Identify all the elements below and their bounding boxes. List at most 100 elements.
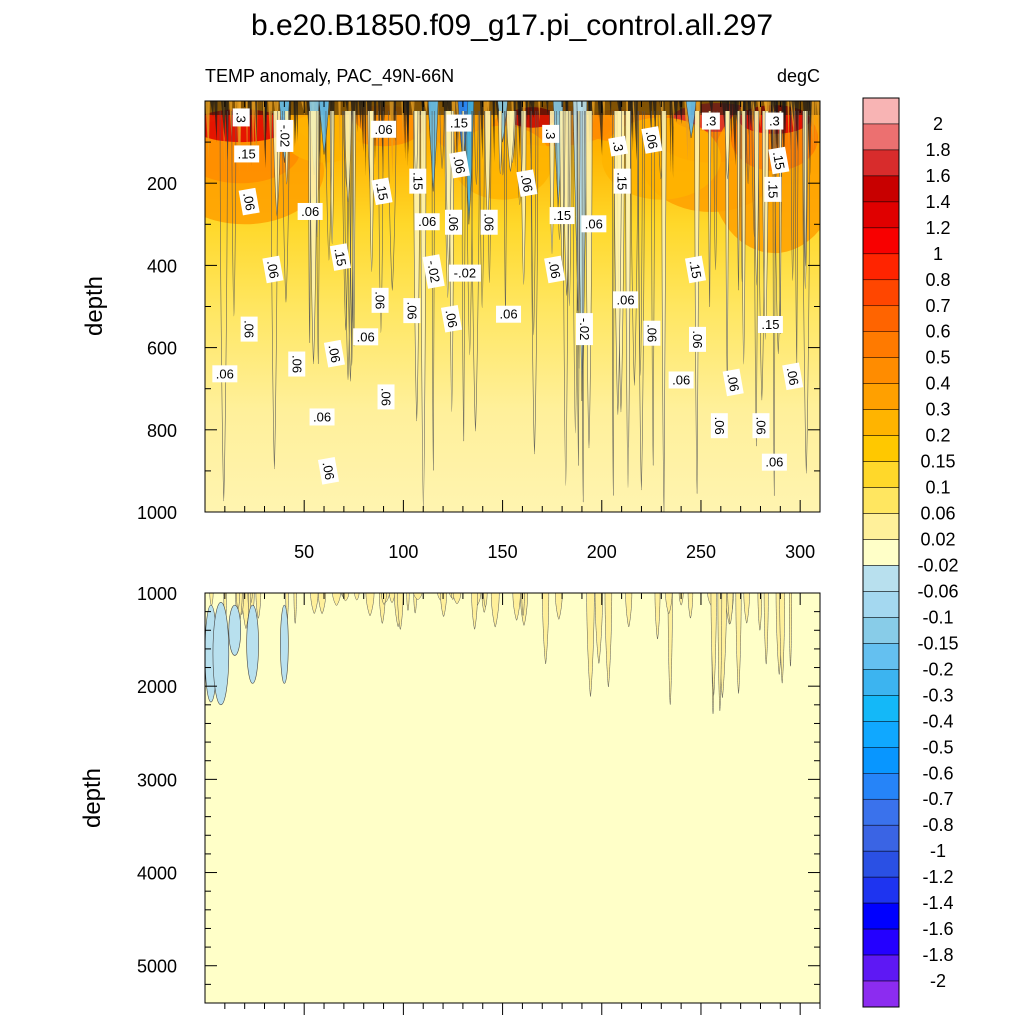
contour-line xyxy=(293,593,297,624)
contour-line xyxy=(604,593,613,688)
contour-line xyxy=(439,110,445,169)
contour-label-text: .15 xyxy=(761,317,779,332)
contour-label-text: .06 xyxy=(379,388,394,406)
contour-line xyxy=(445,110,452,269)
surface-contour-streak xyxy=(517,101,522,161)
contour-label-text: .06 xyxy=(301,204,319,219)
surface-contour-streak xyxy=(338,101,341,157)
surface-contour-streak xyxy=(529,101,531,160)
colorbar-swatch xyxy=(862,201,900,229)
contour-line xyxy=(804,110,807,267)
colorbar-swatch xyxy=(862,305,900,332)
colorbar-label: -0.02 xyxy=(917,555,958,575)
contour-line xyxy=(757,593,763,631)
contour-label-text: .06 xyxy=(375,122,393,137)
contour-line xyxy=(779,593,786,684)
y-tick-label: 1000 xyxy=(137,584,177,604)
contour-label-text: .06 xyxy=(418,214,436,229)
x-tick-label: 150 xyxy=(488,542,518,562)
x-tick-label: 300 xyxy=(785,542,815,562)
contour-label: .15 xyxy=(757,315,783,333)
contour-label: -.02 xyxy=(276,119,294,152)
contour-label-text: .15 xyxy=(331,247,349,267)
contour-line xyxy=(562,110,569,486)
colorbar-label: 0.1 xyxy=(925,478,950,498)
contour-label: .06 xyxy=(710,413,728,439)
colorbar-frame xyxy=(862,97,900,1008)
contour-label: .15 xyxy=(613,168,631,194)
contour-label-text: .06 xyxy=(585,216,603,231)
surface-contour-streak xyxy=(255,101,258,146)
contour-line xyxy=(694,110,700,494)
y-tick-label: 3000 xyxy=(137,770,177,790)
contour-label-text: .06 xyxy=(482,213,497,231)
surface-contour-streak xyxy=(757,101,762,129)
colorbar-swatch xyxy=(862,331,900,358)
colorbar-label: -1.8 xyxy=(922,945,953,965)
surface-contour-streak xyxy=(669,101,672,174)
cold-anomaly-region xyxy=(212,602,230,706)
contour-line xyxy=(219,110,228,502)
colorbar-label: 0.15 xyxy=(920,452,955,472)
colorbar-swatch xyxy=(862,721,900,748)
colorbar-swatch xyxy=(862,227,900,255)
contour-line xyxy=(758,110,766,401)
contour-label: .06 xyxy=(371,287,389,313)
cold-anomaly-region xyxy=(228,604,242,656)
contour-label: .06 xyxy=(212,365,238,383)
contour-label-text: .06 xyxy=(617,292,635,307)
surface-contour-streak xyxy=(678,101,683,125)
colorbar-label: -0.1 xyxy=(922,607,953,627)
contour-label-text: .06 xyxy=(712,417,727,435)
contour-label-text: .06 xyxy=(644,324,659,342)
surface-contour-streak xyxy=(629,101,633,139)
contour-label: .06 xyxy=(297,202,323,220)
contour-label: .06 xyxy=(353,328,379,346)
contour-line xyxy=(542,593,550,665)
contour-label: .06 xyxy=(761,453,787,471)
surface-contour-streak xyxy=(808,101,812,128)
contour-line xyxy=(329,110,335,244)
contour-line xyxy=(687,593,694,619)
contour-label: .06 xyxy=(722,368,744,397)
surface-contour-streak xyxy=(633,101,638,161)
contour-line xyxy=(713,110,718,271)
contour-label-text: .3 xyxy=(610,139,627,152)
contour-label: .06 xyxy=(403,298,421,324)
lower-panel: 1000 2000 3000 4000 5000 depth xyxy=(79,584,821,1015)
contour-label-text: .15 xyxy=(410,172,425,190)
colorbar-label: -1.6 xyxy=(922,919,953,939)
colorbar-swatch xyxy=(862,876,900,904)
colorbar-label: 0.4 xyxy=(925,374,950,394)
contour-line xyxy=(490,593,500,628)
colorbar-label: -0.4 xyxy=(922,711,953,731)
contour-line xyxy=(413,593,423,600)
contour-label-text: .06 xyxy=(373,291,388,309)
contour-line xyxy=(735,593,742,694)
contour-line xyxy=(466,110,473,356)
contour-line xyxy=(389,593,395,603)
surface-contour-streak xyxy=(403,101,405,154)
contour-label-text: .15 xyxy=(765,180,780,198)
surface-contour-streak xyxy=(732,101,737,166)
surface-contour-streak xyxy=(345,101,349,114)
contour-label: .06 xyxy=(444,209,462,235)
cold-anomaly-region xyxy=(280,604,289,684)
contour-label: .06 xyxy=(641,126,663,154)
colorbar-swatch xyxy=(862,695,900,722)
colorbar-swatch xyxy=(862,824,900,852)
surface-contour-streak xyxy=(729,101,733,143)
contour-line xyxy=(474,110,479,186)
surface-contour-streak xyxy=(787,101,790,150)
figure-title: b.e20.B1850.f09_g17.pi_control.all.297 xyxy=(251,9,773,42)
contour-label-text: .06 xyxy=(690,330,705,348)
variable-label: TEMP anomaly, PAC_49N-66N xyxy=(205,66,454,87)
contour-line xyxy=(594,593,603,664)
upper-ylabel: depth xyxy=(81,276,108,336)
colorbar-swatch xyxy=(862,617,900,644)
contour-label: .06 xyxy=(752,413,770,439)
colorbar-label: 0.7 xyxy=(925,296,950,316)
contour-label-text: .06 xyxy=(499,307,517,322)
surface-contour-streak xyxy=(214,101,218,143)
contour-line xyxy=(346,110,355,382)
